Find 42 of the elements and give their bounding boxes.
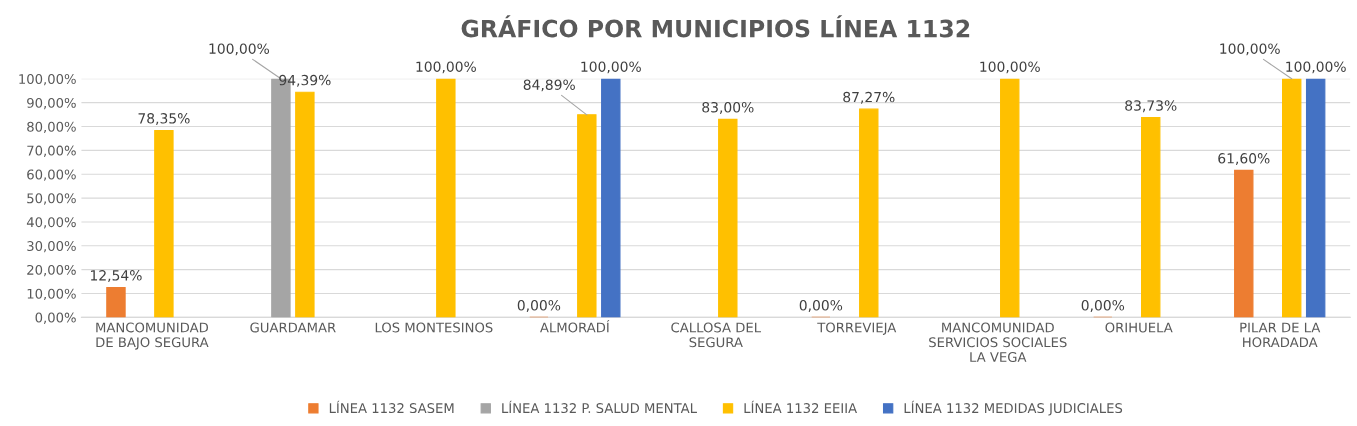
- legend-label: LÍNEA 1132 SASEM: [329, 400, 454, 414]
- data-label: 83,00%: [702, 102, 754, 114]
- x-tick-label: CALLOSA DEL SEGURA: [671, 322, 762, 348]
- y-tick-label: 10,00%: [27, 288, 76, 301]
- data-label: 0,00%: [799, 300, 843, 312]
- data-label: 100,00%: [416, 61, 476, 74]
- y-tick-label: 0,00%: [35, 312, 76, 324]
- legend-label: LÍNEA 1132 P. SALUD MENTAL: [502, 400, 697, 414]
- data-label: 100,00%: [1286, 61, 1346, 74]
- data-label: 94,39%: [279, 74, 331, 87]
- data-label: 100,00%: [209, 43, 270, 56]
- x-tick-label: PILAR DE LA HORADADA: [1240, 322, 1321, 348]
- data-label: 100,00%: [980, 61, 1040, 74]
- x-tick-label: MANCOMUNIDAD DE BAJO SEGURA: [96, 322, 209, 350]
- data-label: 100,00%: [581, 61, 641, 74]
- data-label: 84,89%: [523, 79, 575, 92]
- y-tick-label: 90,00%: [27, 97, 76, 110]
- y-tick-label: 20,00%: [27, 264, 76, 277]
- data-label: 12,54%: [91, 270, 142, 283]
- y-tick-label: 100,00%: [19, 74, 76, 86]
- x-tick-label: ORIHUELA: [1105, 322, 1173, 333]
- data-label: 0,00%: [517, 300, 561, 312]
- data-label: 61,60%: [1218, 153, 1270, 165]
- y-tick-label: 40,00%: [26, 217, 76, 229]
- legend-label: LÍNEA 1132 EEIIA: [744, 400, 858, 414]
- data-label: 100,00%: [1220, 43, 1280, 56]
- legend-label: LÍNEA 1132 MEDIDAS JUDICIALES: [904, 400, 1123, 416]
- y-tick-label: 30,00%: [27, 241, 76, 253]
- y-tick-label: 70,00%: [27, 145, 76, 157]
- data-label: 83,73%: [1125, 100, 1177, 113]
- data-label: 87,27%: [843, 91, 895, 104]
- data-label: 78,35%: [138, 113, 190, 126]
- chart-title: GRÁFICO POR MUNICIPIOS LÍNEA 1132: [461, 15, 970, 38]
- x-tick-label: LOS MONTESINOS: [375, 322, 493, 333]
- x-tick-label: ALMORADÍ: [540, 320, 610, 333]
- y-tick-label: 50,00%: [27, 193, 76, 205]
- data-label: 0,00%: [1081, 300, 1125, 312]
- x-tick-label: GUARDAMAR: [250, 322, 336, 333]
- x-tick-label: MANCOMUNIDAD SERVICIOS SOCIALES LA VEGA: [929, 322, 1067, 362]
- y-tick-label: 60,00%: [27, 169, 76, 181]
- x-tick-label: TORREVIEJA: [817, 322, 897, 335]
- y-tick-label: 80,00%: [27, 121, 76, 134]
